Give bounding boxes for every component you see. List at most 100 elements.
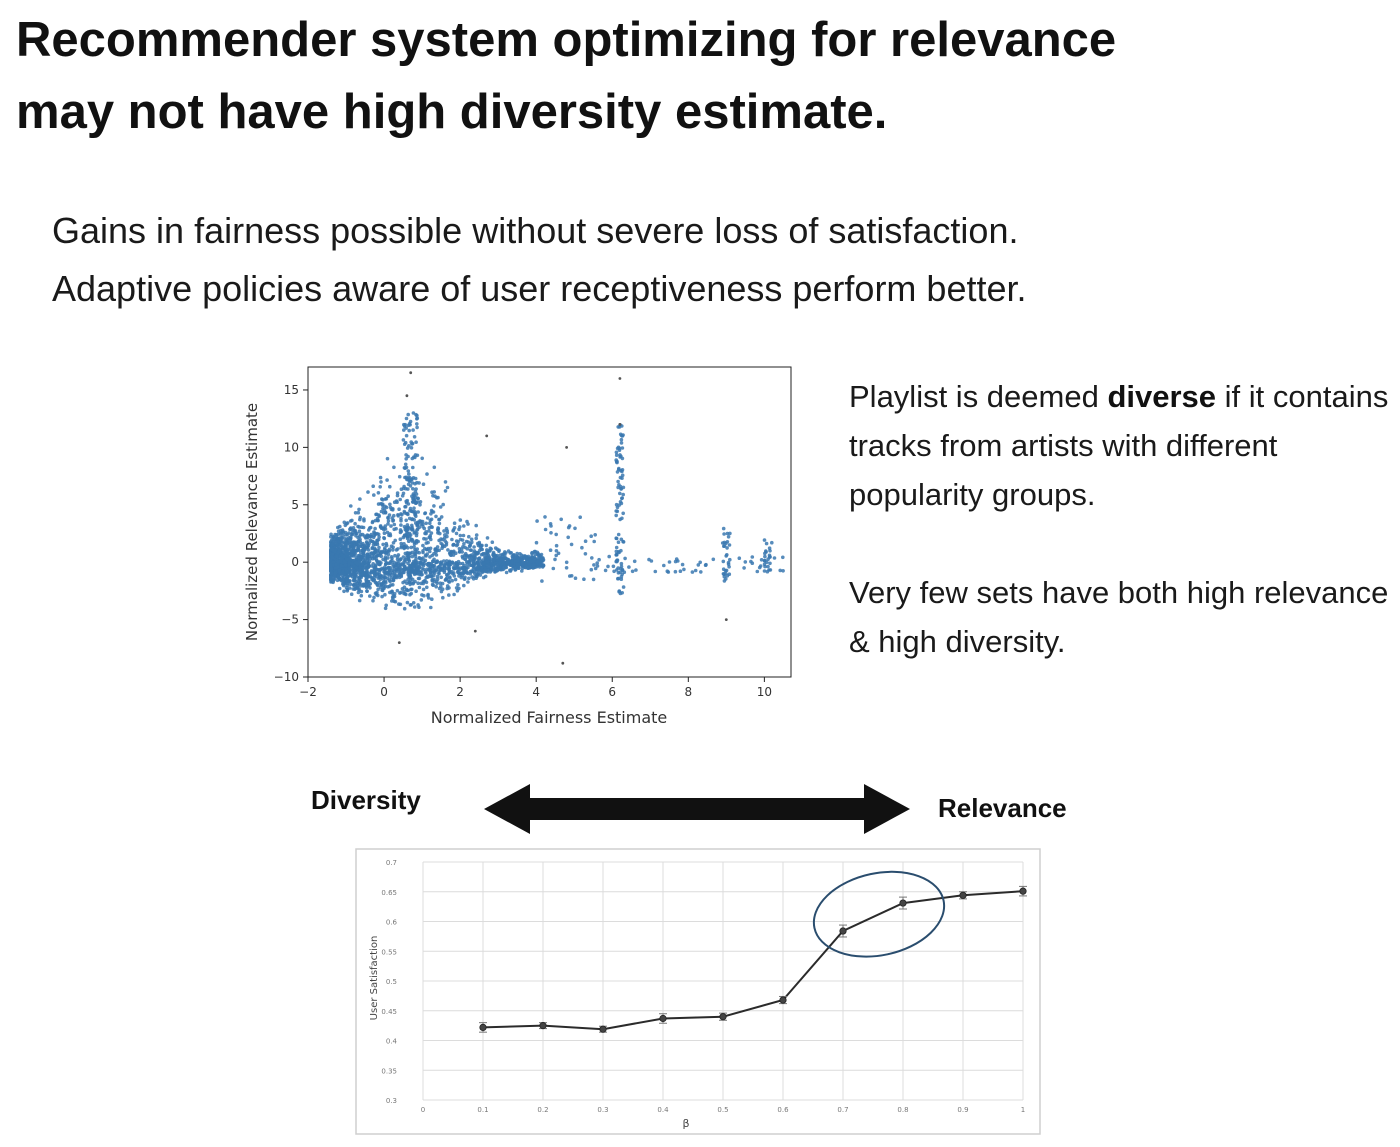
scatter-point: [349, 504, 353, 508]
scatter-point: [386, 552, 391, 557]
scatter-point: [391, 541, 396, 545]
scatter-point: [383, 575, 388, 580]
scatter-point: [394, 499, 399, 503]
scatter-point: [414, 440, 418, 444]
scatter-point: [401, 438, 406, 442]
scatter-point: [750, 561, 755, 565]
scatter-point: [489, 559, 493, 564]
scatter-point: [453, 577, 458, 582]
scatter-point: [553, 557, 557, 562]
scatter-point: [333, 532, 337, 537]
scatter-point: [449, 550, 454, 554]
scatter-point: [428, 549, 432, 554]
scatter-point: [426, 540, 430, 545]
scatter-point: [360, 563, 365, 567]
scatter-point: [350, 531, 355, 535]
scatter-point: [406, 469, 411, 473]
scatter-point: [417, 585, 422, 590]
scatter-point: [456, 583, 460, 587]
scatter-point: [382, 508, 387, 512]
scatter-point: [440, 543, 445, 547]
scatter-point: [341, 550, 346, 554]
scatter-point: [619, 501, 624, 506]
data-point: [779, 996, 787, 1004]
scatter-point: [564, 560, 569, 565]
scatter-point: [436, 527, 441, 531]
scatter-point: [418, 503, 422, 507]
scatter-point: [530, 555, 535, 560]
scatter-point: [400, 513, 404, 517]
scatter-x-tick-label: 4: [532, 685, 540, 699]
scatter-point: [396, 514, 400, 518]
scatter-y-tick-label: −5: [281, 613, 299, 627]
scatter-point: [431, 559, 435, 563]
scatter-point: [618, 491, 622, 496]
scatter-point: [434, 584, 438, 589]
scatter-point: [617, 466, 621, 471]
scatter-point: [404, 453, 408, 457]
scatter-point: [371, 577, 376, 582]
scatter-point: [549, 524, 553, 528]
scatter-point: [404, 518, 408, 523]
scatter-point: [373, 541, 378, 546]
scatter-point: [424, 531, 428, 536]
scatter-point: [358, 515, 362, 520]
scatter-chart: −2 0 2 4 6 8 10 −10 −5 0 5 10 15 Normalized Fairnes…: [243, 366, 792, 727]
scatter-point: [382, 536, 386, 540]
scatter-point: [372, 493, 376, 497]
scatter-point: [520, 566, 525, 570]
satisfaction-series-points: [479, 885, 1027, 1033]
scatter-point: [349, 573, 353, 577]
scatter-point: [616, 532, 621, 537]
scatter-point: [405, 528, 409, 533]
scatter-point: [405, 446, 410, 450]
scatter-point: [405, 581, 409, 586]
scatter-point: [372, 530, 376, 534]
scatter-point: [472, 557, 477, 562]
scatter-point: [616, 479, 620, 484]
scatter-point: [566, 535, 570, 540]
scatter-point: [424, 521, 428, 526]
scatter-point: [442, 568, 447, 573]
highlight-ellipse: [812, 870, 946, 958]
line-chart-y-ticks: 0.3 0.35 0.4 0.45 0.5 0.55 0.6 0.65 0.7: [381, 859, 397, 1105]
scatter-point: [401, 555, 406, 559]
scatter-point: [440, 537, 445, 542]
scatter-y-tick-label: −10: [274, 670, 299, 684]
scatter-point: [765, 569, 770, 574]
scatter-point: [420, 572, 424, 577]
scatter-point: [461, 533, 466, 538]
scatter-point: [428, 534, 432, 538]
scatter-point: [402, 567, 406, 572]
scatter-point: [390, 599, 394, 603]
scatter-point: [377, 513, 381, 517]
scatter-point: [445, 584, 450, 588]
scatter-point: [421, 556, 425, 560]
scatter-point: [725, 553, 729, 557]
scatter-point: [611, 564, 616, 569]
scatter-point: [421, 563, 426, 568]
scatter-point: [404, 526, 408, 530]
scatter-point: [762, 538, 767, 542]
scatter-point: [346, 570, 350, 574]
scatter-point: [443, 533, 447, 537]
scatter-point: [527, 558, 532, 562]
scatter-point: [554, 532, 558, 537]
scatter-point: [474, 567, 478, 571]
scatter-point: [462, 566, 467, 570]
scatter-point: [591, 577, 596, 582]
scatter-point: [352, 578, 356, 582]
scatter-point: [332, 574, 337, 578]
scatter-point: [448, 560, 452, 565]
scatter-point: [484, 543, 489, 548]
scatter-point: [410, 587, 414, 592]
scatter-point: [415, 560, 420, 564]
scatter-point: [364, 580, 369, 585]
scatter-point: [474, 536, 478, 541]
data-point: [479, 1023, 487, 1032]
scatter-point: [493, 546, 498, 550]
title-line-1: Recommender system optimizing for releva…: [16, 13, 1117, 67]
line-chart-x-tick-label: 0.5: [717, 1106, 728, 1114]
scatter-point: [392, 513, 396, 518]
scatter-point: [380, 497, 384, 501]
